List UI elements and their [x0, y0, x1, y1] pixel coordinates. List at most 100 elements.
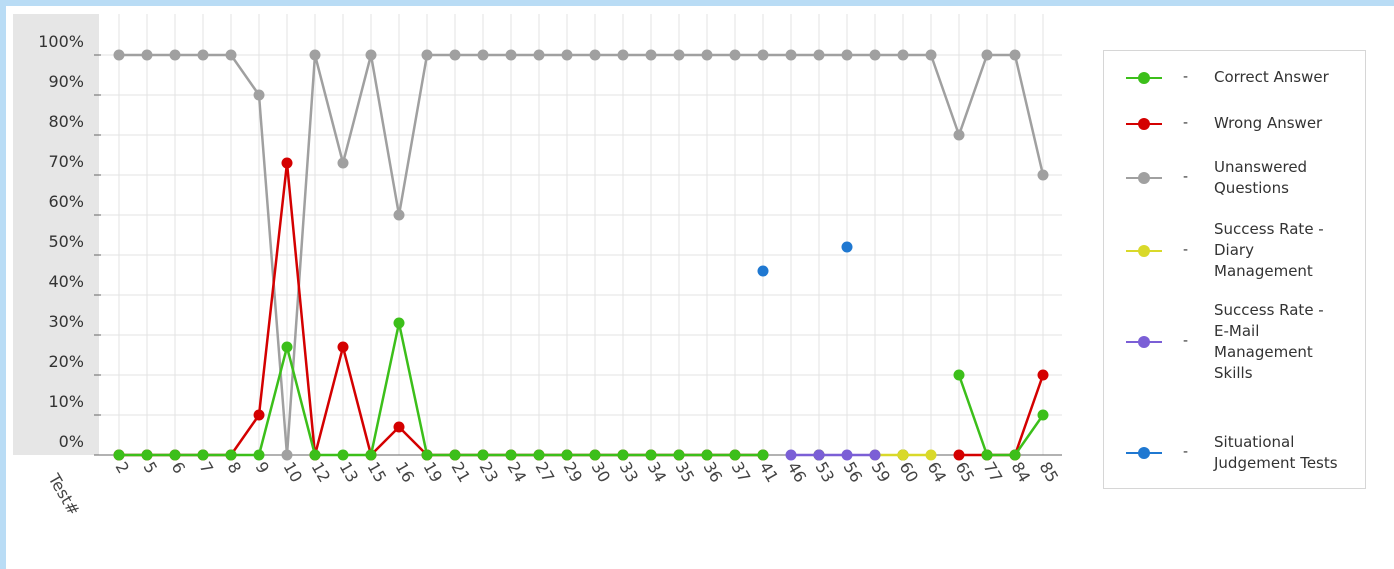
- data-point: [253, 449, 265, 461]
- data-point: [113, 49, 125, 61]
- y-tick-label: 30%: [48, 312, 84, 331]
- legend-label-line: Diary: [1214, 241, 1254, 259]
- data-point: [113, 449, 125, 461]
- legend-marker-dot: [1138, 172, 1150, 184]
- x-tick-label: 41: [756, 459, 783, 486]
- x-tick-label: 10: [280, 459, 307, 486]
- data-point: [561, 49, 573, 61]
- data-point: [813, 49, 825, 61]
- legend-label: Situational Judgement Tests: [1214, 432, 1364, 474]
- x-tick-label: 64: [924, 459, 951, 486]
- data-point: [617, 49, 629, 61]
- y-tick-label: 60%: [48, 192, 84, 211]
- data-point: [1037, 169, 1049, 181]
- legend-label-line: Unanswered: [1214, 158, 1308, 176]
- data-point: [841, 49, 853, 61]
- data-point: [897, 49, 909, 61]
- data-point: [925, 449, 937, 461]
- data-point: [141, 49, 153, 61]
- legend-item[interactable]: - Success Rate - E-Mail Management Skills: [1104, 300, 1365, 384]
- data-point: [337, 157, 349, 169]
- x-tick-label: 29: [560, 459, 587, 486]
- x-tick-label: 12: [308, 459, 335, 486]
- x-tick-label: 15: [364, 459, 391, 486]
- data-point: [925, 49, 937, 61]
- data-point: [225, 449, 237, 461]
- data-point: [1037, 409, 1049, 421]
- data-point: [813, 449, 825, 461]
- x-tick-label: 5: [140, 459, 162, 477]
- legend-label-line: Questions: [1214, 179, 1289, 197]
- data-point: [561, 449, 573, 461]
- legend-label: Success Rate - E-Mail Management Skills: [1214, 300, 1364, 384]
- legend-item[interactable]: - Success Rate - Diary Management: [1104, 219, 1365, 282]
- data-point: [869, 49, 881, 61]
- x-tick-label: 21: [448, 459, 475, 486]
- x-tick-label: 30: [588, 459, 615, 486]
- data-point: [729, 449, 741, 461]
- x-tick-label: 84: [1008, 459, 1035, 486]
- x-tick-label: 53: [812, 459, 839, 486]
- data-point: [953, 449, 965, 461]
- legend-item[interactable]: - Unanswered Questions: [1104, 157, 1365, 199]
- data-point: [757, 449, 769, 461]
- legend-marker: [1126, 244, 1162, 257]
- data-point: [449, 49, 461, 61]
- x-tick-label: 46: [784, 459, 811, 486]
- x-tick-label: 85: [1036, 459, 1063, 486]
- legend-marker: [1126, 336, 1162, 348]
- data-point: [981, 49, 993, 61]
- y-tick-label: 10%: [48, 392, 84, 411]
- legend-dash: -: [1183, 68, 1189, 85]
- legend-marker-dot: [1138, 336, 1150, 348]
- y-tick-label: 70%: [48, 152, 84, 171]
- x-tick-label: 37: [728, 459, 755, 486]
- data-point: [533, 449, 545, 461]
- legend-label-line: Situational: [1214, 433, 1295, 451]
- legend-item[interactable]: - Correct Answer: [1104, 67, 1365, 88]
- x-tick-label: 27: [532, 459, 559, 486]
- x-tick-label: 7: [196, 459, 218, 477]
- data-point: [281, 157, 293, 169]
- data-point: [953, 129, 965, 141]
- data-point: [533, 49, 545, 61]
- legend-marker: [1126, 447, 1162, 459]
- legend-item[interactable]: - Situational Judgement Tests: [1104, 432, 1365, 474]
- data-point: [477, 49, 489, 61]
- data-point: [785, 49, 797, 61]
- x-tick-label: 60: [896, 459, 923, 486]
- data-point: [869, 449, 881, 461]
- data-point: [1009, 449, 1021, 461]
- data-point: [981, 449, 993, 461]
- data-point: [169, 449, 181, 461]
- legend-label-line: E-Mail: [1214, 322, 1260, 340]
- data-point: [225, 49, 237, 61]
- data-point: [1009, 49, 1021, 61]
- data-point: [617, 449, 629, 461]
- data-point: [701, 49, 713, 61]
- y-tick-label: 100%: [38, 32, 84, 51]
- x-tick-label: 9: [252, 459, 274, 477]
- data-point: [505, 449, 517, 461]
- data-point: [841, 241, 853, 253]
- data-point: [1037, 369, 1049, 381]
- legend-marker: [1126, 71, 1162, 84]
- legend-item[interactable]: - Wrong Answer: [1104, 113, 1365, 134]
- x-tick-label: 13: [336, 459, 363, 486]
- legend-dash: -: [1183, 114, 1189, 131]
- chart-series: [113, 49, 1049, 461]
- x-tick-label: 34: [644, 459, 671, 486]
- x-tick-label: 65: [952, 459, 979, 486]
- series-line: [119, 161, 763, 457]
- x-tick-label: 2: [112, 459, 134, 477]
- data-point: [197, 49, 209, 61]
- legend-dash: -: [1183, 169, 1189, 185]
- legend-label-line: Success Rate -: [1214, 301, 1324, 319]
- data-point: [253, 89, 265, 101]
- data-point: [785, 449, 797, 461]
- data-point: [701, 449, 713, 461]
- legend-marker-dot: [1138, 117, 1150, 130]
- legend-label: Success Rate - Diary Management: [1214, 219, 1364, 282]
- data-point: [589, 49, 601, 61]
- y-axis-band: [13, 14, 99, 455]
